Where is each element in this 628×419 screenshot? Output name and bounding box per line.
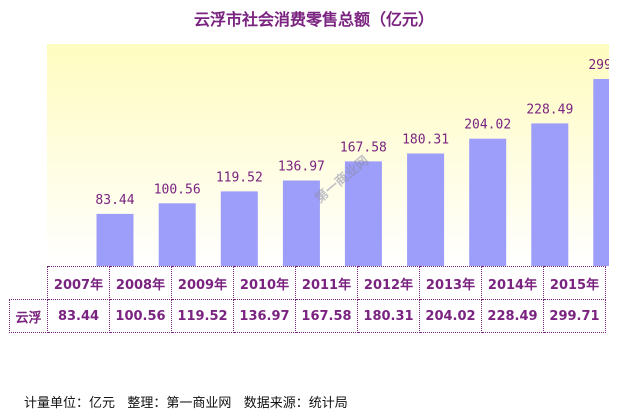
table-corner (9, 266, 48, 300)
bar-2007年 (96, 213, 134, 266)
bar-value-label: 167.58 (340, 140, 387, 155)
bar-value-label: 228.49 (526, 102, 573, 117)
category-row: 2007年 2008年 2009年 2010年 2011年 2012年 2013年 2014年… (9, 266, 606, 300)
bar-2010年 (282, 180, 320, 266)
table-value-cell: 119.52 (171, 299, 234, 333)
bar-2011年 (344, 161, 382, 266)
table-category-cell: 2008年 (109, 266, 172, 300)
chart-title: 云浮市社会消费零售总额（亿元） (193, 10, 434, 29)
bar-chart: 83.44 100.56 119.52 136.97 167.58 180.31 204.0… (95, 58, 609, 266)
table-value-cell: 136.97 (233, 299, 296, 333)
bar-value-label: 119.52 (216, 170, 263, 185)
table-value-cell: 100.56 (109, 299, 172, 333)
footer-note: 计量单位：亿元 整理：第一商业网 数据来源：统计局 (24, 396, 348, 411)
table-value-cell: 180.31 (357, 299, 420, 333)
table-value-cell: 167.58 (295, 299, 358, 333)
bar-2014年 (531, 123, 569, 266)
table-value-cell: 83.44 (47, 299, 110, 333)
value-row: 云浮 83.44 100.56 119.52 136.97 167.58 180.31 20… (9, 299, 606, 333)
bar-value-label: 299.71 (588, 58, 609, 73)
data-table: 2007年 2008年 2009年 2010年 2011年 2012年 2013年 2014年… (9, 266, 606, 333)
table-category-cell: 2010年 (233, 266, 296, 300)
bar-value-label: 180.31 (402, 133, 449, 148)
bar-value-label: 100.56 (154, 182, 201, 197)
bar-value-label: 204.02 (464, 118, 511, 133)
table-value-cell: 204.02 (419, 299, 482, 333)
table-category-cell: 2009年 (171, 266, 234, 300)
table-value-cell: 299.71 (543, 299, 606, 333)
series-name-cell: 云浮 (9, 299, 48, 333)
bar-value-label: 136.97 (278, 160, 325, 175)
bar-2015年 (593, 79, 609, 266)
table-category-cell: 2007年 (47, 266, 110, 300)
bar-2008年 (158, 203, 196, 266)
table-category-cell: 2015年 (543, 266, 606, 300)
table-category-cell: 2013年 (419, 266, 482, 300)
bar-2012年 (407, 153, 445, 266)
bar-2009年 (220, 191, 258, 266)
table-category-cell: 2012年 (357, 266, 420, 300)
table-category-cell: 2011年 (295, 266, 358, 300)
table-category-cell: 2014年 (481, 266, 544, 300)
bar-2013年 (469, 138, 507, 266)
plot-area (47, 44, 609, 266)
bar-value-label: 83.44 (95, 193, 134, 208)
table-value-cell: 228.49 (481, 299, 544, 333)
